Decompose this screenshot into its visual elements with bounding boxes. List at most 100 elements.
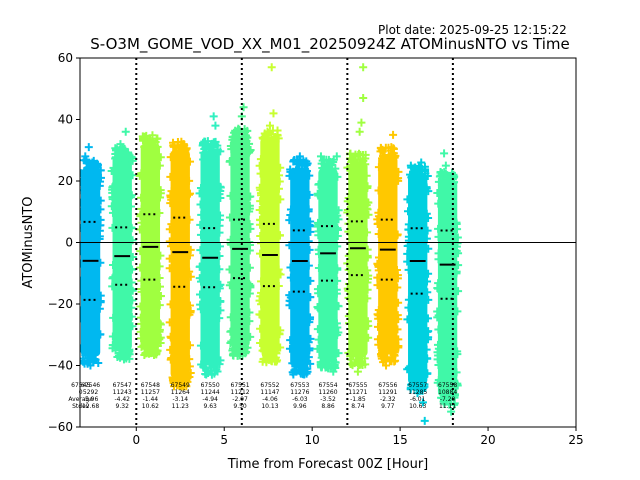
- point: [128, 171, 137, 180]
- point: [141, 132, 150, 141]
- x-tick-label: 25: [568, 433, 583, 447]
- point: [289, 157, 298, 166]
- point: [423, 314, 432, 323]
- point: [228, 346, 237, 355]
- point: [363, 285, 372, 294]
- row-label: 67545: [71, 382, 90, 389]
- point: [256, 197, 265, 206]
- outlier-point: [292, 367, 301, 376]
- point: [245, 139, 254, 148]
- point: [107, 202, 116, 211]
- point: [286, 263, 295, 272]
- point: [84, 357, 93, 366]
- outlier-point: [357, 118, 366, 127]
- series-body-1: [112, 156, 132, 351]
- point: [185, 341, 194, 350]
- point: [363, 205, 372, 214]
- stat-label: 67547: [113, 382, 132, 389]
- point: [393, 274, 402, 283]
- outlier-point: [359, 93, 368, 102]
- outlier-point: [332, 152, 341, 161]
- point: [225, 281, 234, 290]
- point: [166, 172, 175, 181]
- point: [423, 369, 432, 378]
- point: [450, 400, 459, 409]
- stat-label: -3.14: [172, 396, 188, 403]
- stat-label: 67553: [290, 382, 309, 389]
- outlier-point: [142, 349, 151, 358]
- point: [186, 189, 195, 198]
- point: [140, 143, 149, 152]
- point: [433, 355, 442, 364]
- point: [306, 334, 315, 343]
- point: [437, 393, 446, 402]
- stat-label: 9.96: [293, 403, 307, 410]
- point: [403, 315, 412, 324]
- point: [108, 223, 117, 232]
- point: [126, 193, 135, 202]
- point: [155, 319, 164, 328]
- point: [433, 378, 442, 387]
- stat-label: -1.85: [350, 396, 366, 403]
- scatter-series-1: [107, 127, 137, 364]
- point: [344, 219, 353, 228]
- point: [374, 230, 383, 239]
- point: [404, 265, 413, 274]
- point: [380, 152, 389, 161]
- point: [185, 301, 194, 310]
- point: [80, 198, 85, 207]
- scatter-series-6: [255, 63, 285, 367]
- outlier-point: [116, 140, 125, 149]
- point: [434, 224, 443, 233]
- point: [304, 237, 313, 246]
- point: [95, 232, 104, 241]
- point: [80, 259, 86, 268]
- point: [305, 190, 314, 199]
- stat-label: 67554: [318, 382, 337, 389]
- point: [285, 344, 294, 353]
- scatter-series-12: [433, 149, 463, 416]
- point: [363, 266, 372, 275]
- stat-label: 8.74: [351, 403, 365, 410]
- outlier-point: [359, 63, 368, 72]
- point: [374, 163, 383, 172]
- point: [109, 313, 118, 322]
- point: [274, 184, 283, 193]
- stat-label: 11276: [290, 389, 309, 396]
- stat-label: 11212: [231, 389, 250, 396]
- point: [304, 353, 313, 362]
- point: [155, 262, 164, 271]
- point: [127, 285, 136, 294]
- point: [185, 267, 194, 276]
- point: [362, 171, 371, 180]
- point: [438, 169, 447, 178]
- point: [196, 183, 205, 192]
- point: [216, 297, 225, 306]
- point: [344, 293, 353, 302]
- point: [407, 163, 416, 172]
- point: [127, 312, 136, 321]
- point: [257, 277, 266, 286]
- stat-label: -2.32: [380, 396, 396, 403]
- point: [422, 183, 431, 192]
- point: [128, 286, 137, 295]
- point: [454, 249, 463, 258]
- point: [108, 282, 117, 291]
- stat-label: 11264: [171, 389, 190, 396]
- point: [226, 338, 235, 347]
- outlier-point: [172, 355, 181, 364]
- point: [185, 176, 194, 185]
- point: [423, 327, 432, 336]
- point: [453, 307, 462, 316]
- point: [344, 265, 353, 274]
- point: [137, 319, 146, 328]
- stat-label: 12.68: [82, 403, 99, 410]
- point: [80, 224, 86, 233]
- stat-label: -6.01: [410, 396, 426, 403]
- point: [226, 191, 235, 200]
- point: [245, 317, 254, 326]
- outlier-point: [355, 127, 364, 136]
- point: [216, 306, 225, 315]
- point: [96, 166, 105, 175]
- stat-label: 11243: [113, 389, 132, 396]
